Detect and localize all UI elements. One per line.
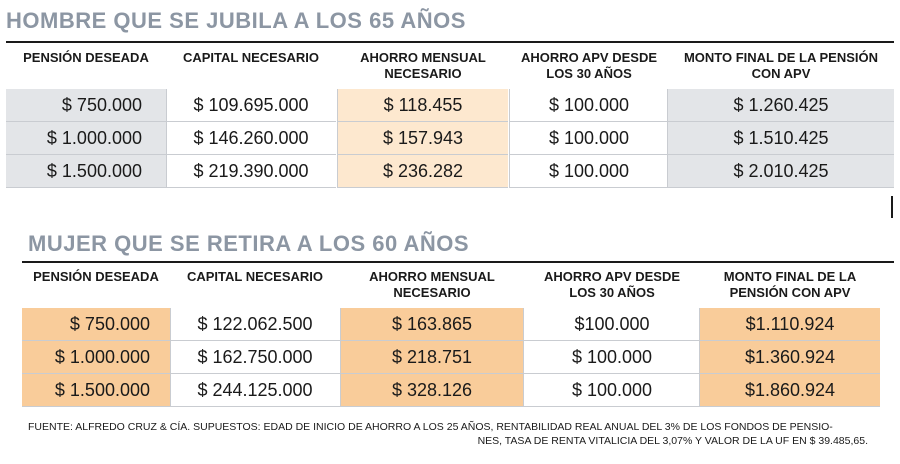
table1-header-col-2: AHORRO MENSUAL NECESARIO	[338, 50, 508, 82]
footnote-line-1: FUENTE: ALFREDO CRUZ & CÍA. SUPUESTOS: E…	[28, 421, 833, 433]
table2-cell-r1-c1: $ 162.750.000	[170, 341, 340, 374]
table2-header-label: MONTO FINAL DE LA	[723, 269, 857, 284]
table2-cell-r1-c0: $ 1.000.000	[22, 341, 170, 374]
table1-header-col-0: PENSIÓN DESEADA	[6, 50, 166, 66]
table2-header-col-1: CAPITAL NECESARIO	[170, 269, 340, 285]
table2-column-divider	[170, 308, 171, 407]
table1-cell-r1-c4: $ 1.510.425	[668, 122, 894, 155]
table2-header-col-0: PENSIÓN DESEADA	[22, 269, 170, 285]
table2-column-divider	[523, 308, 524, 407]
table1-header-label: MONTO FINAL DE LA PENSIÓN	[683, 50, 879, 65]
table1-header-label: PENSIÓN DESEADA	[23, 50, 149, 65]
table1-cell-r2-c3: $ 100.000	[510, 155, 668, 188]
table2-cell-r2-c4: $1.860.924	[700, 374, 880, 407]
table2-cell-r0-c3: $100.000	[524, 308, 700, 341]
table2-title: MUJER QUE SE RETIRA A LOS 60 AÑOS	[28, 231, 470, 256]
table2-cell-r0-c4: $1.110.924	[700, 308, 880, 341]
table2-column-divider	[699, 308, 700, 407]
table1-cell-r2-c4: $ 2.010.425	[668, 155, 894, 188]
footnote: FUENTE: ALFREDO CRUZ & CÍA. SUPUESTOS: E…	[28, 420, 868, 448]
table2-cell-r0-c2: $ 163.865	[341, 308, 523, 341]
table2-cell-r1-c4: $1.360.924	[700, 341, 880, 374]
table2-cell-r2-c0: $ 1.500.000	[22, 374, 170, 407]
table1-cell-r2-c2: $ 236.282	[338, 155, 508, 188]
table1-header-label: AHORRO MENSUAL	[360, 50, 486, 65]
table1-header-col-3: AHORRO APV DESDE LOS 30 AÑOS	[510, 50, 668, 82]
table1-cell-r0-c2: $ 118.455	[338, 89, 508, 122]
table1-top-rule	[6, 41, 894, 43]
table2-header-label: CAPITAL NECESARIO	[186, 269, 324, 284]
table1-cell-r2-c1: $ 219.390.000	[166, 155, 336, 188]
table1-cell-r0-c4: $ 1.260.425	[668, 89, 894, 122]
table1-cell-r1-c1: $ 146.260.000	[166, 122, 336, 155]
table1-header-label: AHORRO APV DESDE	[520, 50, 658, 65]
table2-header-label: NECESARIO	[393, 285, 471, 300]
text-cursor-mark	[891, 196, 893, 218]
table2-column-divider	[340, 308, 341, 407]
table2-cell-r0-c1: $ 122.062.500	[170, 308, 340, 341]
table2-cell-r2-c1: $ 244.125.000	[170, 374, 340, 407]
table1-cell-r0-c0: $ 750.000	[6, 89, 166, 122]
footnote-line-2: NES, TASA DE RENTA VITALICIA DEL 3,07% Y…	[477, 435, 868, 447]
table1-header-label: CON APV	[751, 66, 811, 81]
table1-cell-r0-c3: $ 100.000	[510, 89, 668, 122]
table2-header-col-3: AHORRO APV DESDE LOS 30 AÑOS	[524, 269, 700, 301]
table1-header-col-1: CAPITAL NECESARIO	[166, 50, 336, 66]
table2-cell-r2-c3: $ 100.000	[524, 374, 700, 407]
table2-top-rule	[22, 261, 894, 263]
table1-column-divider	[166, 89, 167, 188]
table2-cell-r2-c2: $ 328.126	[341, 374, 523, 407]
table2-cell-r0-c0: $ 750.000	[22, 308, 170, 341]
table2-header-label: PENSIÓN DESEADA	[33, 269, 159, 284]
table2-header-label: AHORRO MENSUAL	[369, 269, 495, 284]
table1-column-divider	[509, 89, 510, 188]
table1-header-col-4: MONTO FINAL DE LA PENSIÓN CON APV	[668, 50, 894, 82]
table2-cell-r1-c2: $ 218.751	[341, 341, 523, 374]
table2-header-label: PENSIÓN CON APV	[729, 285, 851, 300]
table1-cell-r1-c2: $ 157.943	[338, 122, 508, 155]
table2-header-col-4: MONTO FINAL DE LA PENSIÓN CON APV	[700, 269, 880, 301]
table1-header-label: LOS 30 AÑOS	[546, 66, 632, 81]
table1-column-divider	[337, 89, 338, 188]
table1-column-divider	[667, 89, 668, 188]
table1-cell-r2-c0: $ 1.500.000	[6, 155, 166, 188]
table2-header-col-2: AHORRO MENSUAL NECESARIO	[341, 269, 523, 301]
table1-header-label: NECESARIO	[384, 66, 462, 81]
table2-header-label: LOS 30 AÑOS	[569, 285, 655, 300]
table1-cell-r1-c0: $ 1.000.000	[6, 122, 166, 155]
table2-cell-r1-c3: $ 100.000	[524, 341, 700, 374]
table1-cell-r0-c1: $ 109.695.000	[166, 89, 336, 122]
table1-cell-r1-c3: $ 100.000	[510, 122, 668, 155]
table2-header-label: AHORRO APV DESDE	[543, 269, 681, 284]
table1-header-label: CAPITAL NECESARIO	[182, 50, 320, 65]
table1-title: HOMBRE QUE SE JUBILA A LOS 65 AÑOS	[6, 8, 466, 33]
